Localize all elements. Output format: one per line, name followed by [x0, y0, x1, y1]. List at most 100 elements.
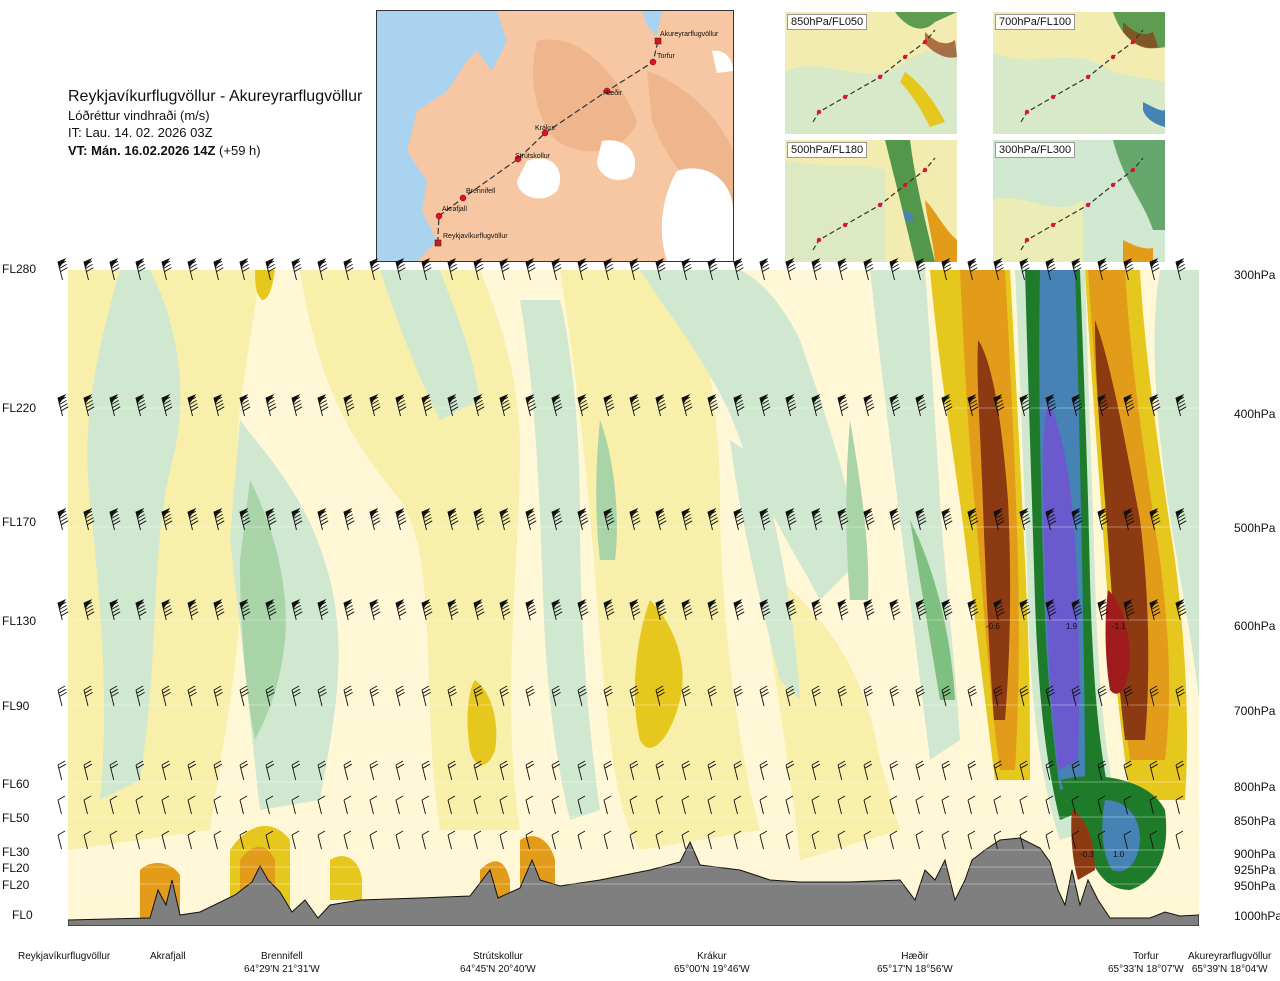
y-right-tick: 950hPa [1234, 879, 1276, 893]
wind-barb [551, 760, 561, 781]
wind-barb [1071, 830, 1080, 850]
wind-barb [421, 598, 433, 621]
wind-barb [317, 393, 329, 417]
thumbnail-700hpa[interactable]: 700hPa/FL100 [993, 12, 1165, 134]
wind-barb [811, 257, 822, 281]
thumbnail-label: 300hPa/FL300 [995, 142, 1076, 158]
wind-barb [265, 598, 277, 621]
wind-barb [83, 257, 94, 281]
thumbnail-850hpa[interactable]: 850hPa/FL050 [785, 12, 957, 134]
wind-barb [525, 760, 535, 781]
thumbnail-300hpa[interactable]: 300hPa/FL300 [993, 140, 1165, 262]
wind-barb [915, 507, 927, 531]
wind-barb [499, 257, 510, 281]
wind-barb [83, 598, 95, 621]
wind-barb [525, 257, 536, 281]
wind-barb [967, 598, 979, 621]
wind-barb [57, 393, 69, 417]
wind-barb [577, 795, 586, 815]
wind-barb [1175, 598, 1187, 621]
wind-barb [187, 257, 198, 281]
wind-barb [291, 795, 300, 815]
y-left-tick: FL20 [2, 878, 30, 892]
wind-barb [603, 507, 615, 531]
wind-barb [759, 685, 769, 707]
wind-barb [135, 598, 147, 621]
wind-barb [629, 507, 641, 531]
wind-barb [889, 257, 900, 281]
valid-time: VT: Mán. 16.02.2026 14Z (+59 h) [68, 143, 261, 159]
wind-barb [395, 795, 404, 815]
wind-barb [525, 598, 537, 621]
wind-barb [993, 685, 1003, 707]
wind-barb [1149, 795, 1158, 815]
wind-barb [889, 795, 898, 815]
wind-barb [1123, 795, 1132, 815]
wind-barb [525, 795, 534, 815]
wind-barb [551, 393, 563, 417]
annotation-value: -0.3 [1080, 850, 1094, 859]
y-left-tick: FL130 [2, 614, 37, 628]
thumbnail-500hpa[interactable]: 500hPa/FL180 [785, 140, 957, 262]
wind-barb [447, 830, 456, 850]
wind-barb [109, 795, 118, 815]
map-label-akureyrarflugvollur: Akureyrarflugvöllur [660, 31, 719, 38]
wind-barb [759, 507, 771, 531]
wind-barb [369, 760, 379, 781]
wind-barb [1175, 685, 1185, 707]
wind-barb [577, 760, 587, 781]
wind-barb [941, 830, 950, 850]
wind-barb [993, 507, 1005, 531]
wind-barb [1097, 760, 1107, 781]
y-right-tick: 300hPa [1234, 268, 1276, 282]
wind-barb [837, 598, 849, 621]
wind-barb [759, 830, 768, 850]
wind-barb [395, 598, 407, 621]
wind-barb [1149, 393, 1161, 417]
wind-barb [1175, 760, 1185, 781]
wind-barb [395, 685, 405, 707]
wind-barb [681, 830, 690, 850]
wind-barb [135, 685, 145, 707]
wind-barb [603, 685, 613, 707]
wind-barb [629, 760, 639, 781]
wind-barb [421, 830, 430, 850]
wind-barb [239, 830, 248, 850]
heatmap-field [68, 270, 1199, 926]
wind-barb [1071, 507, 1083, 531]
wind-barb [759, 393, 771, 417]
wind-barb [343, 507, 355, 531]
wind-barb [837, 393, 849, 417]
wind-barb [57, 507, 69, 531]
wind-barb [915, 257, 926, 281]
wind-barb [187, 507, 199, 531]
wind-barb [811, 598, 823, 621]
wind-barb [1019, 685, 1029, 707]
wind-barb [265, 830, 274, 850]
wind-barb [1045, 257, 1056, 281]
wind-barb [161, 795, 170, 815]
wind-barb [707, 257, 718, 281]
wind-barb [1123, 257, 1134, 281]
wind-barb [343, 830, 352, 850]
wind-barb [187, 760, 197, 781]
wind-barb [811, 830, 820, 850]
wind-barb [863, 257, 874, 281]
wind-barb [187, 685, 197, 707]
wind-barb [577, 393, 589, 417]
wind-barb [473, 830, 482, 850]
y-left-tick: FL60 [2, 777, 30, 791]
wind-barb [239, 795, 248, 815]
wind-barb [161, 830, 170, 850]
wind-barb [291, 507, 303, 531]
wind-barb [1045, 393, 1057, 417]
wind-barb [83, 393, 95, 417]
wind-barb [395, 760, 405, 781]
wind-barb [733, 257, 744, 281]
wind-barb [57, 257, 68, 281]
annotation-value: 1.9 [1066, 622, 1078, 631]
wind-barb [317, 685, 327, 707]
wind-barb [759, 598, 771, 621]
wind-barb [109, 393, 121, 417]
wind-barb [187, 830, 196, 850]
